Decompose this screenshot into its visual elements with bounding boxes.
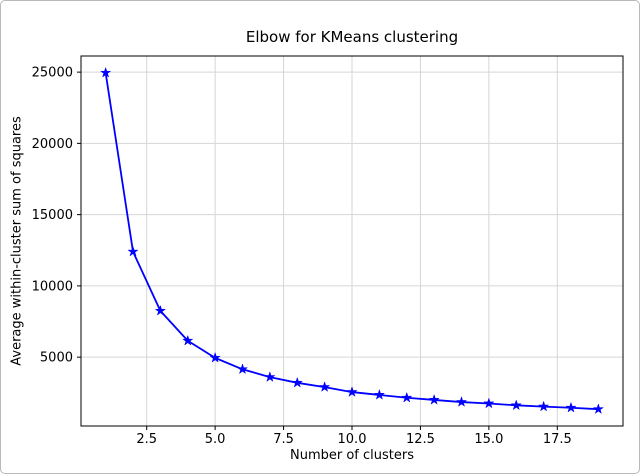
y-tick-label: 5000 [40,351,73,366]
x-axis-label: Number of clusters [289,448,414,463]
star-marker [565,401,577,413]
star-marker [483,397,495,409]
star-marker [236,363,249,375]
star-marker [401,391,413,403]
y-tick-label: 20000 [32,137,73,152]
x-tick-label: 10.0 [338,432,367,447]
star-marker [154,304,167,316]
x-tick-label: 7.5 [273,432,294,447]
star-marker [318,381,331,392]
x-tick-label: 12.5 [406,432,435,447]
y-tick-label: 15000 [32,208,73,223]
star-marker [537,400,550,412]
x-tick-label: 15.0 [474,432,503,447]
star-marker [592,403,605,415]
star-marker [127,245,139,257]
star-marker [182,334,194,346]
x-tick-label: 2.5 [136,432,157,447]
star-marker [428,393,440,405]
star-marker [346,386,358,397]
star-marker [291,376,303,388]
star-marker [455,396,468,407]
star-marker [209,351,221,363]
star-marker [264,371,276,382]
star-marker [99,66,112,78]
star-marker [373,388,386,400]
x-tick-label: 17.5 [543,432,572,447]
x-tick-label: 5.0 [205,432,226,447]
y-tick-label: 25000 [32,66,73,81]
chart-title: Elbow for KMeans clustering [245,28,459,46]
star-marker [510,399,522,411]
y-tick-label: 10000 [32,279,73,294]
